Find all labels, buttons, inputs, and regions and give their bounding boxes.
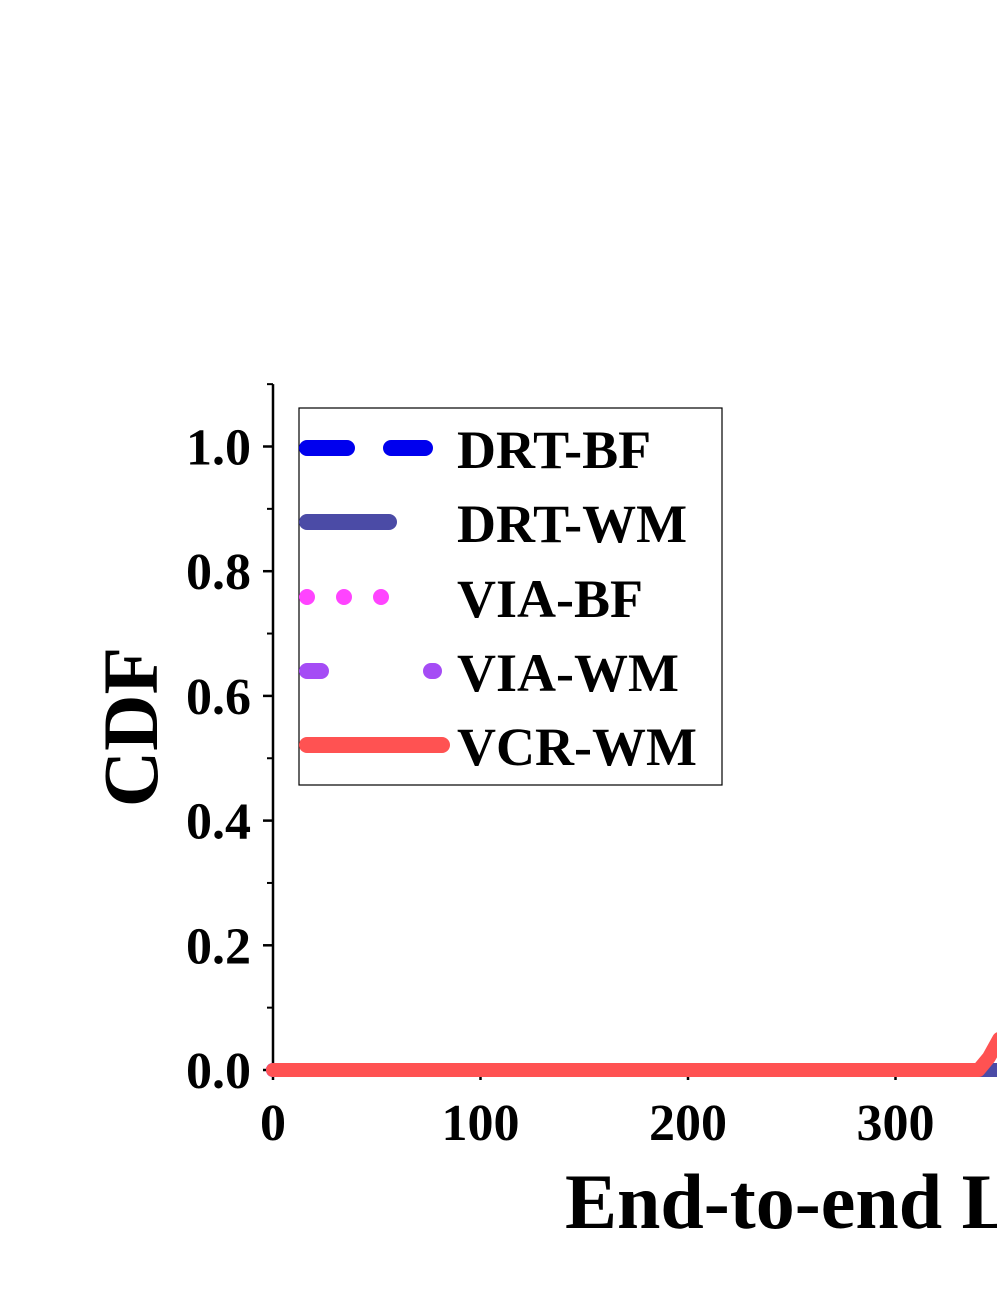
legend-label-via-bf: VIA-BF [457, 569, 643, 629]
y-tick-label: 0.0 [186, 1043, 251, 1100]
legend: DRT-BF DRT-WM VIA-BF VIA-WM VCR-WM [298, 407, 723, 786]
y-axis-title: CDF [87, 647, 174, 807]
legend-label-drt-wm: DRT-WM [457, 494, 687, 554]
legend-box [298, 407, 723, 786]
x-tick-label: 200 [649, 1095, 727, 1152]
legend-label-drt-bf: DRT-BF [457, 420, 651, 480]
x-axis-title: End-to-end L [565, 1158, 997, 1245]
y-tick-label: 1.0 [186, 420, 251, 477]
y-tick-label: 0.8 [186, 544, 251, 601]
y-tick-label: 0.2 [186, 918, 251, 975]
legend-label-vcr-wm: VCR-WM [457, 717, 697, 777]
series-line-vcr-wm [266, 1032, 997, 1077]
tick-labels: 0.0 0.2 0.4 0.6 0.8 1.0 0 100 200 300 [186, 420, 935, 1153]
y-tick-label: 0.4 [186, 794, 251, 851]
y-tick-label: 0.6 [186, 669, 251, 726]
x-tick-label: 100 [442, 1095, 520, 1152]
x-tick-label: 0 [260, 1095, 286, 1152]
x-tick-label: 300 [857, 1095, 935, 1152]
legend-label-via-wm: VIA-WM [457, 643, 679, 703]
series-layer [266, 1032, 997, 1077]
